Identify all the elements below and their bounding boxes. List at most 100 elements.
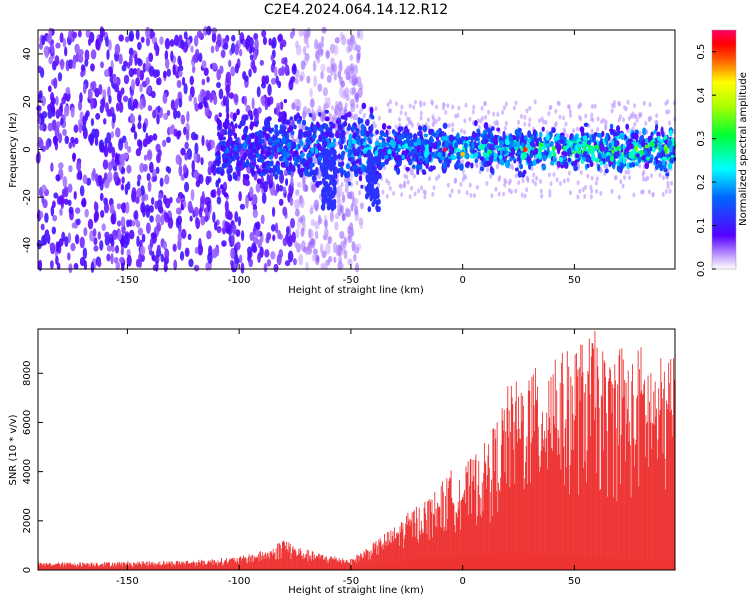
heatmap-cell xyxy=(339,144,344,150)
heatmap-cell xyxy=(93,211,100,222)
heatmap-cell xyxy=(124,36,130,43)
heatmap-cell xyxy=(468,116,472,122)
heatmap-cell xyxy=(93,237,98,246)
heatmap-cell xyxy=(338,85,344,98)
heatmap-cell xyxy=(165,136,171,144)
heatmap-cell xyxy=(627,143,631,151)
heatmap-cell xyxy=(420,144,425,152)
heatmap-cell xyxy=(271,150,275,157)
heatmap-cell xyxy=(312,125,318,132)
heatmap-cell xyxy=(207,110,213,117)
heatmap-cell xyxy=(428,145,433,153)
heatmap-cell xyxy=(419,134,424,140)
heatmap-cell xyxy=(57,72,63,82)
heatmap-cell xyxy=(180,174,185,181)
heatmap-cell xyxy=(552,156,557,161)
heatmap-cell xyxy=(270,54,274,62)
heatmap-cell xyxy=(155,50,160,57)
heatmap-cell xyxy=(387,149,392,155)
heatmap-cell xyxy=(257,133,262,142)
heatmap-cell xyxy=(239,203,246,210)
heatmap-cell xyxy=(228,211,233,221)
heatmap-cell xyxy=(522,169,527,175)
heatmap-cell xyxy=(348,181,352,186)
heatmap-cell xyxy=(641,155,646,161)
heatmap-cell xyxy=(120,216,126,228)
heatmap-cell xyxy=(323,123,329,130)
heatmap-cell xyxy=(99,240,104,251)
heatmap-cell xyxy=(314,148,319,155)
heatmap-cell xyxy=(469,192,473,198)
heatmap-cell xyxy=(146,173,151,182)
heatmap-cell xyxy=(178,70,183,78)
heatmap-cell xyxy=(562,115,566,121)
heatmap-cell xyxy=(115,127,121,138)
heatmap-cell xyxy=(641,189,645,195)
heatmap-cell xyxy=(311,133,316,140)
heatmap-cell xyxy=(667,139,673,146)
heatmap-cell xyxy=(277,229,282,240)
heatmap-cell xyxy=(204,215,209,223)
heatmap-cell xyxy=(68,141,73,149)
heatmap-cell xyxy=(541,164,547,171)
heatmap-cell xyxy=(295,228,300,239)
heatmap-cell xyxy=(649,115,653,121)
heatmap-cell xyxy=(537,147,542,153)
heatmap-cell xyxy=(347,140,351,148)
heatmap-cell xyxy=(248,258,254,268)
heatmap-cell xyxy=(61,96,66,105)
heatmap-cell xyxy=(138,114,142,123)
heatmap-cell xyxy=(642,176,646,182)
heatmap-cell xyxy=(179,251,185,261)
heatmap-cell xyxy=(410,122,414,128)
heatmap-cell xyxy=(130,126,136,133)
heatmap-cell xyxy=(263,144,268,150)
heatmap-cell xyxy=(266,97,271,108)
heatmap-cell xyxy=(361,124,365,132)
heatmap-cell xyxy=(188,258,194,268)
heatmap-cell xyxy=(68,165,73,173)
heatmap-cell xyxy=(270,251,276,260)
heatmap-cell xyxy=(355,44,361,52)
heatmap-cell xyxy=(341,191,345,197)
heatmap-cell xyxy=(318,218,323,225)
heatmap-cell xyxy=(422,125,428,132)
heatmap-cell xyxy=(221,145,226,152)
heatmap-cell xyxy=(279,101,284,111)
heatmap-cell xyxy=(88,133,94,144)
heatmap-cell xyxy=(186,110,190,123)
colorbar-tick-label: 0.4 xyxy=(696,87,707,103)
heatmap-cell xyxy=(277,142,281,149)
heatmap-cell xyxy=(225,103,230,115)
heatmap-cell xyxy=(234,211,239,223)
heatmap-cell xyxy=(519,113,523,119)
heatmap-cell xyxy=(193,35,199,47)
heatmap-cell xyxy=(590,188,594,194)
heatmap-cell xyxy=(516,141,521,149)
heatmap-cell xyxy=(372,187,376,194)
heatmap-cell xyxy=(72,60,76,70)
heatmap-cell xyxy=(654,124,658,132)
heatmap-cell xyxy=(322,191,327,198)
heatmap-cell xyxy=(408,120,412,126)
heatmap-x-axis-label: Height of straight line (km) xyxy=(288,285,424,296)
heatmap-cell xyxy=(103,197,108,206)
heatmap-cell xyxy=(163,112,169,121)
heatmap-cell xyxy=(438,132,442,138)
heatmap-cell xyxy=(60,117,64,126)
heatmap-cell xyxy=(116,203,122,210)
heatmap-cell xyxy=(668,188,672,194)
heatmap-cell xyxy=(183,126,187,136)
heatmap-cell xyxy=(490,126,495,132)
heatmap-cell xyxy=(344,177,348,183)
heatmap-cell xyxy=(535,139,539,147)
heatmap-cell xyxy=(245,158,250,167)
heatmap-cell xyxy=(484,133,489,140)
heatmap-cell xyxy=(599,140,604,147)
heatmap-cell xyxy=(358,190,362,196)
heatmap-cell xyxy=(278,198,284,206)
heatmap-cell xyxy=(268,154,272,160)
heatmap-cell xyxy=(236,108,240,116)
heatmap-cell xyxy=(552,152,557,158)
heatmap-cell xyxy=(220,170,225,175)
